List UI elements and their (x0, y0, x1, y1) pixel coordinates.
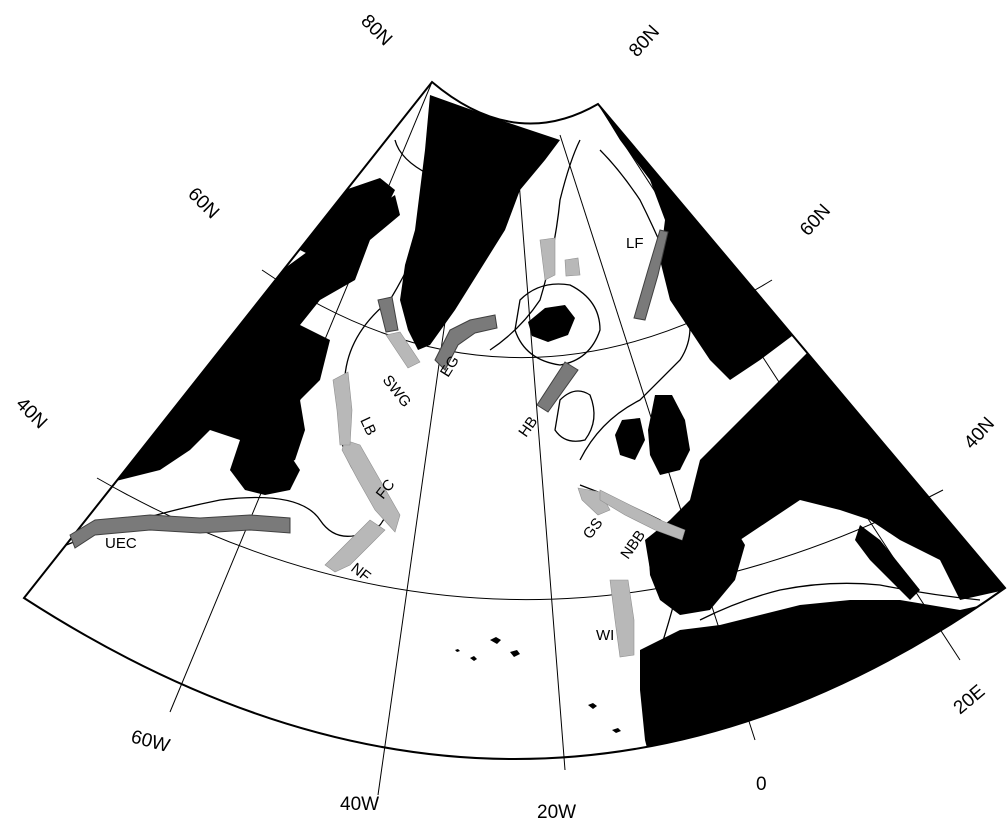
label-wi: WI (596, 627, 614, 644)
study-regions (69, 229, 686, 658)
lon-label-20w: 20W (537, 802, 576, 823)
shelf-contour-mediterranean (699, 582, 981, 621)
longitude-20w-line (514, 129, 566, 771)
region-swg-dark (377, 296, 399, 333)
region-wi (609, 579, 635, 658)
canary-islands (612, 728, 621, 733)
region-lf (633, 229, 669, 321)
greenland (400, 95, 560, 350)
lat-label-80n-left: 80N (356, 11, 395, 50)
azores-islands (455, 637, 520, 661)
lon-label-60w: 60W (129, 727, 172, 757)
lon-label-0: 0 (756, 774, 767, 795)
longitude-20e-line (597, 103, 961, 661)
north-africa (640, 600, 1005, 760)
region-lb (332, 371, 353, 446)
label-swg: SWG (379, 372, 414, 411)
latitude-40n-line (96, 477, 944, 601)
region-eg (434, 314, 498, 371)
region-nf (324, 519, 386, 573)
labrador (230, 440, 300, 495)
ireland (615, 418, 645, 460)
region-hb (536, 361, 579, 413)
lat-label-40n-left: 40N (11, 394, 50, 433)
italy (855, 525, 920, 600)
lat-label-60n-left: 60N (183, 184, 222, 223)
lat-label-40n-right: 40N (960, 413, 999, 453)
baffin-island (300, 178, 395, 260)
region-jan-mayen (564, 257, 581, 277)
label-lf: LF (626, 235, 644, 252)
lon-label-40w: 40W (340, 794, 379, 815)
scandinavia (598, 104, 800, 380)
label-nbb: NBB (617, 527, 649, 562)
iberia (648, 520, 745, 615)
lat-label-60n-right: 60N (796, 200, 835, 240)
label-lb: LB (356, 415, 379, 439)
longitude-40w-line (377, 109, 476, 796)
region-fc (341, 439, 401, 533)
longitude-60w-line (169, 81, 433, 713)
madeira-island (588, 703, 597, 709)
map-frame (22, 80, 1007, 760)
latitude-60n-line (261, 269, 773, 358)
region-gs (577, 487, 611, 516)
lat-label-80n-right: 80N (625, 21, 664, 61)
shelf-contour-rockall (554, 390, 595, 442)
label-uec: UEC (105, 535, 137, 552)
region-swg-light (385, 331, 421, 369)
region-nbb (599, 489, 686, 541)
longitude-0-line (559, 134, 756, 741)
lon-label-20e: 20E (950, 681, 989, 719)
north-america-landmass (24, 195, 400, 600)
region-greenland-sea (539, 237, 556, 281)
iceland (528, 305, 575, 342)
great-britain (648, 395, 690, 475)
label-gs: GS (580, 515, 607, 543)
region-uec (69, 514, 291, 549)
